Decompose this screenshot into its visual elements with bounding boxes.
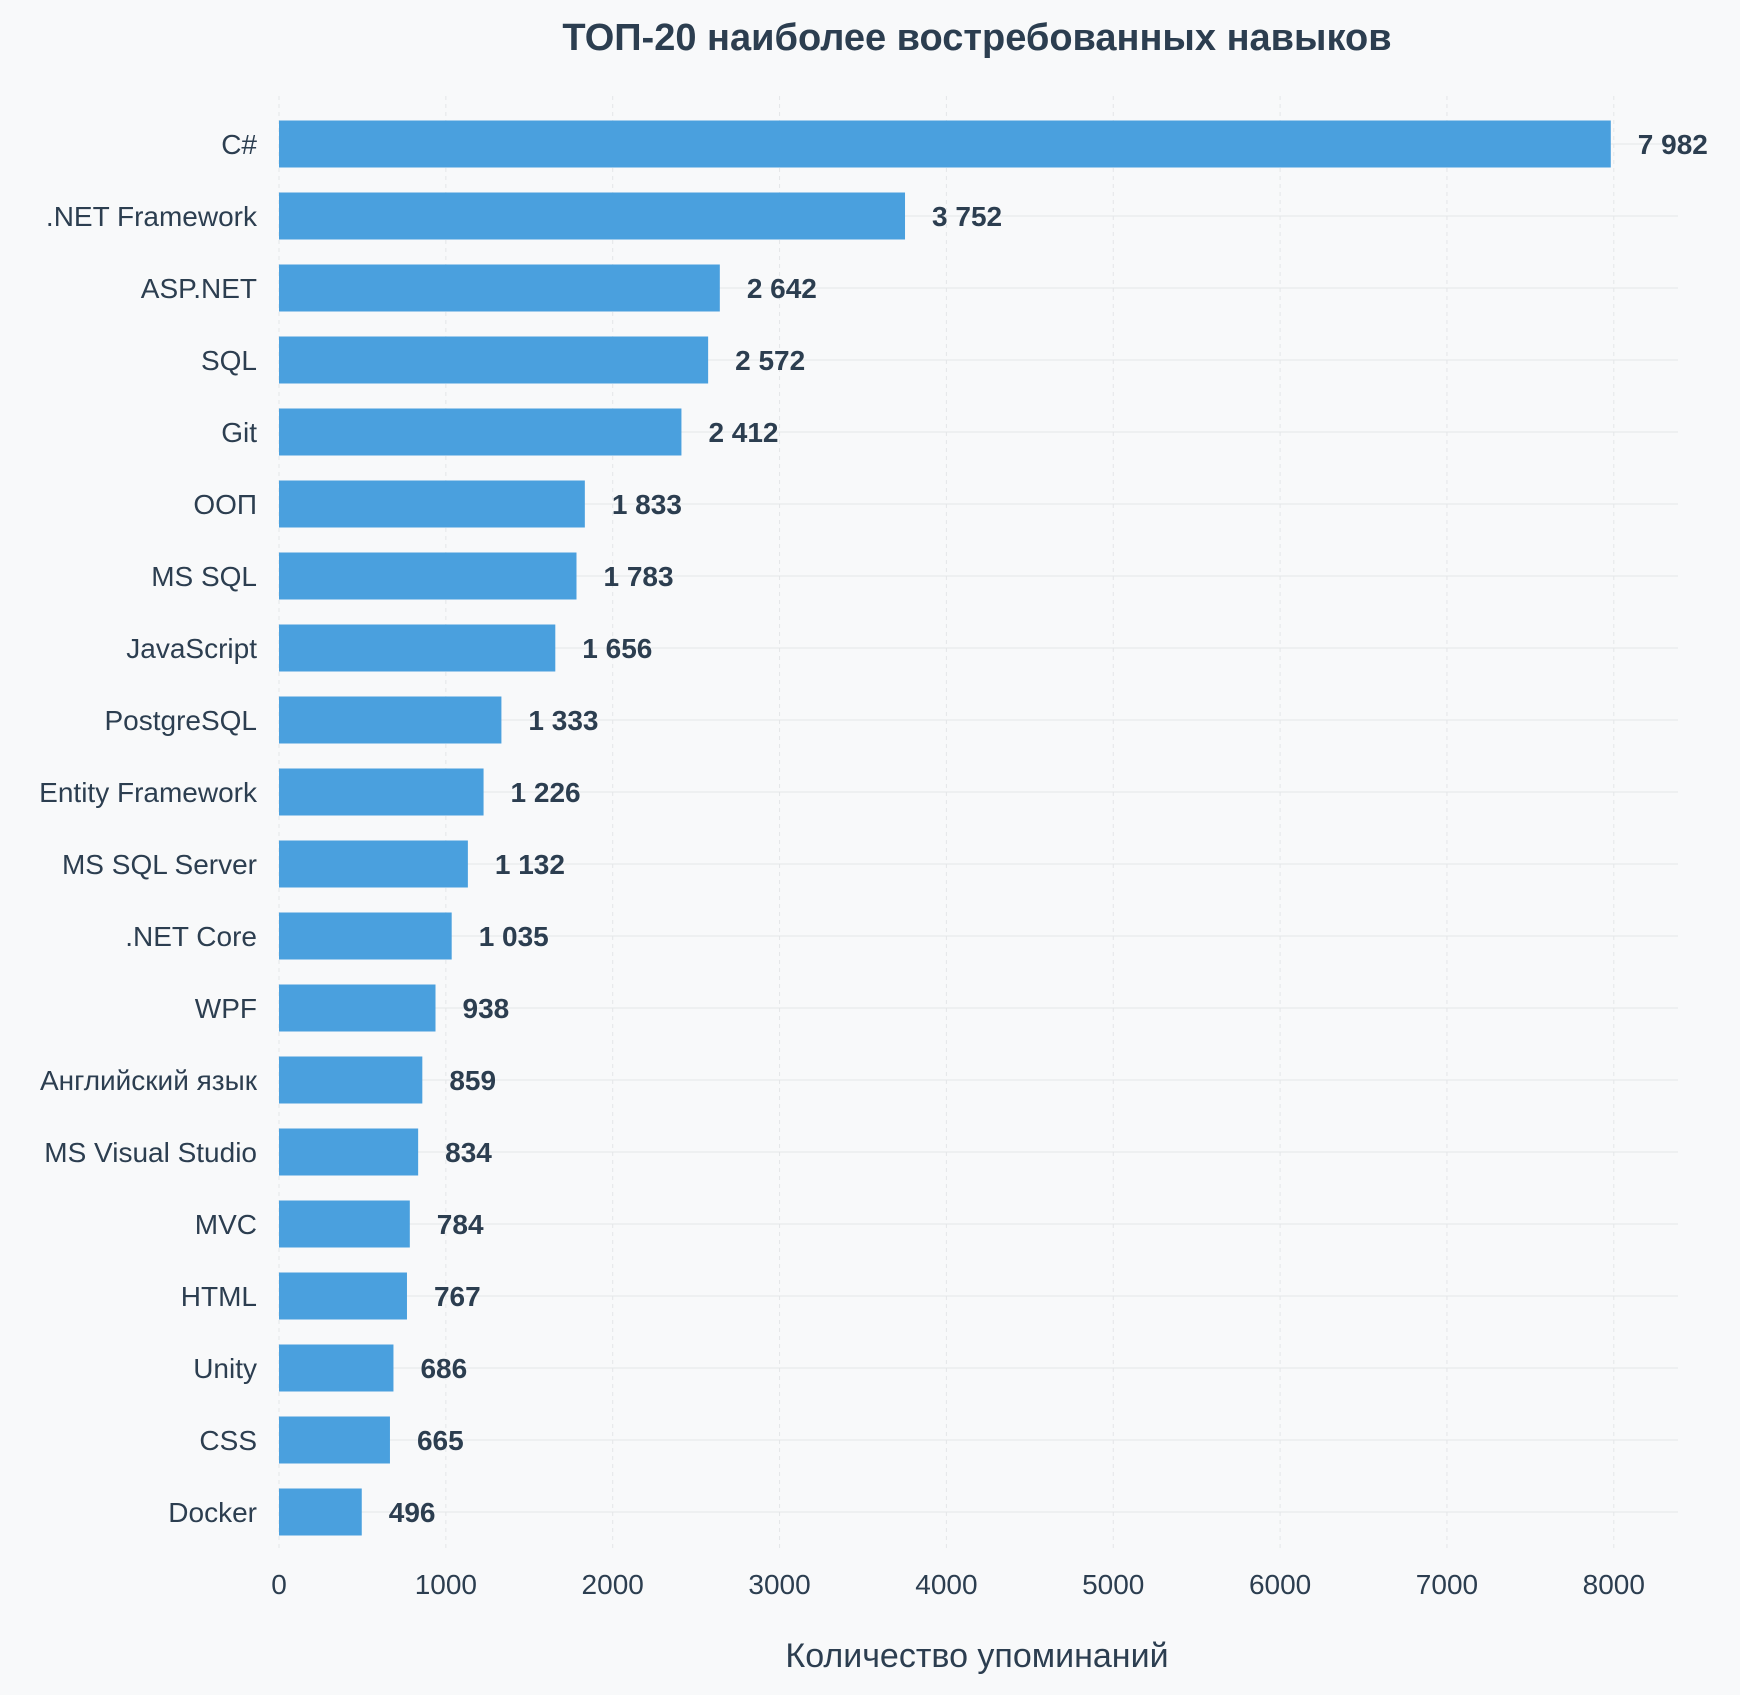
category-label: SQL <box>201 345 257 376</box>
bars <box>279 120 1611 1536</box>
chart-title: ТОП-20 наиболее востребованных навыков <box>562 17 1391 59</box>
value-label: 2 412 <box>708 417 778 448</box>
category-label: .NET Framework <box>46 201 258 232</box>
category-label: Git <box>221 417 257 448</box>
category-label: ASP.NET <box>141 273 257 304</box>
value-label: 496 <box>389 1497 436 1528</box>
x-tick-label: 4000 <box>915 1569 977 1600</box>
category-label: CSS <box>199 1425 257 1456</box>
x-tick-label: 6000 <box>1249 1569 1311 1600</box>
bar <box>279 264 720 312</box>
x-tick-label: 8000 <box>1583 1569 1645 1600</box>
bar <box>279 1200 410 1248</box>
x-tick-label: 7000 <box>1416 1569 1478 1600</box>
value-label: 686 <box>420 1353 467 1384</box>
category-label: WPF <box>195 993 257 1024</box>
category-label: MVC <box>195 1209 257 1240</box>
category-label: C# <box>221 129 257 160</box>
value-label: 1 783 <box>603 561 673 592</box>
x-tick-label: 1000 <box>415 1569 477 1600</box>
bar <box>279 768 484 816</box>
bar <box>279 1488 362 1536</box>
category-label: Docker <box>168 1497 257 1528</box>
bar <box>279 696 502 744</box>
value-label: 1 226 <box>511 777 581 808</box>
bar <box>279 1344 394 1392</box>
category-label: Entity Framework <box>39 777 258 808</box>
bar <box>279 120 1611 168</box>
value-label: 1 035 <box>479 921 549 952</box>
value-label: 1 333 <box>528 705 598 736</box>
value-label: 859 <box>449 1065 496 1096</box>
x-axis-label: Количество упоминаний <box>785 1637 1168 1675</box>
bar <box>279 1056 423 1104</box>
category-label: HTML <box>181 1281 257 1312</box>
bar <box>279 480 585 528</box>
bar <box>279 984 436 1032</box>
value-label: 7 982 <box>1638 129 1708 160</box>
value-label: 834 <box>445 1137 492 1168</box>
bar <box>279 1272 407 1320</box>
value-label: 2 572 <box>735 345 805 376</box>
value-labels: 7 982 3 752 2 642 2 572 2 412 1 833 1 783 1 656… <box>389 129 1708 1528</box>
category-label: MS SQL Server <box>62 849 257 880</box>
x-tick-label: 0 <box>271 1569 287 1600</box>
value-label: 784 <box>437 1209 484 1240</box>
value-label: 2 642 <box>747 273 817 304</box>
category-label: MS Visual Studio <box>44 1137 257 1168</box>
bar <box>279 336 709 384</box>
category-label: PostgreSQL <box>104 705 257 736</box>
category-label: JavaScript <box>126 633 257 664</box>
bar <box>279 912 452 960</box>
value-label: 767 <box>434 1281 481 1312</box>
value-label: 665 <box>417 1425 464 1456</box>
value-label: 1 656 <box>582 633 652 664</box>
x-tick-label: 2000 <box>582 1569 644 1600</box>
x-tick-label: 5000 <box>1082 1569 1144 1600</box>
category-labels: C# .NET Framework ASP.NET SQL Git ООП MS SQL Ja… <box>39 129 258 1528</box>
value-label: 3 752 <box>932 201 1002 232</box>
bar <box>279 1128 419 1176</box>
value-label: 938 <box>463 993 510 1024</box>
bar <box>279 552 577 600</box>
bar <box>279 192 906 240</box>
value-label: 1 132 <box>495 849 565 880</box>
x-tick-labels: 0 1000 2000 3000 4000 5000 6000 7000 8000 <box>271 1569 1645 1600</box>
category-label: ООП <box>193 489 257 520</box>
category-label: Английский язык <box>40 1065 258 1096</box>
value-label: 1 833 <box>612 489 682 520</box>
bar <box>279 1416 390 1464</box>
x-tick-label: 3000 <box>748 1569 810 1600</box>
bar <box>279 408 682 456</box>
category-label: MS SQL <box>151 561 257 592</box>
bar <box>279 840 468 888</box>
category-label: Unity <box>193 1353 257 1384</box>
category-label: .NET Core <box>125 921 257 952</box>
bar <box>279 624 556 672</box>
